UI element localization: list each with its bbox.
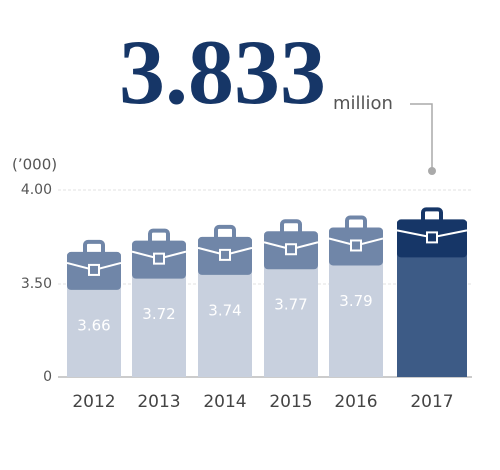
case-clasp <box>285 243 297 256</box>
x-tick-label: 2016 <box>334 392 377 412</box>
x-tick-label: 2012 <box>72 392 115 412</box>
x-tick-label: 2013 <box>137 392 180 412</box>
value-label: 3.72 <box>142 305 175 323</box>
x-tick-label: 2015 <box>269 392 312 412</box>
x-tick-label: 2017 <box>410 392 453 412</box>
value-label: 3.66 <box>77 316 110 334</box>
y-axis-label: (’000) <box>12 156 57 174</box>
case-clasp <box>426 231 438 244</box>
headline-value: 3.833 <box>119 21 326 123</box>
case-clasp <box>350 239 362 252</box>
case-clasp <box>153 252 165 265</box>
case-clasp <box>88 263 100 276</box>
headline-unit: million <box>333 93 393 114</box>
y-tick-label: 3.50 <box>21 276 52 292</box>
value-label: 3.79 <box>339 292 372 310</box>
y-tick-label: 4.00 <box>21 182 52 198</box>
value-label: 3.74 <box>208 301 241 319</box>
callout-line <box>410 103 433 168</box>
value-label: 3.77 <box>274 296 307 314</box>
case-clasp <box>219 248 231 261</box>
y-tick-label: 0 <box>43 369 52 385</box>
x-tick-label: 2014 <box>203 392 246 412</box>
callout-dot <box>428 167 436 175</box>
